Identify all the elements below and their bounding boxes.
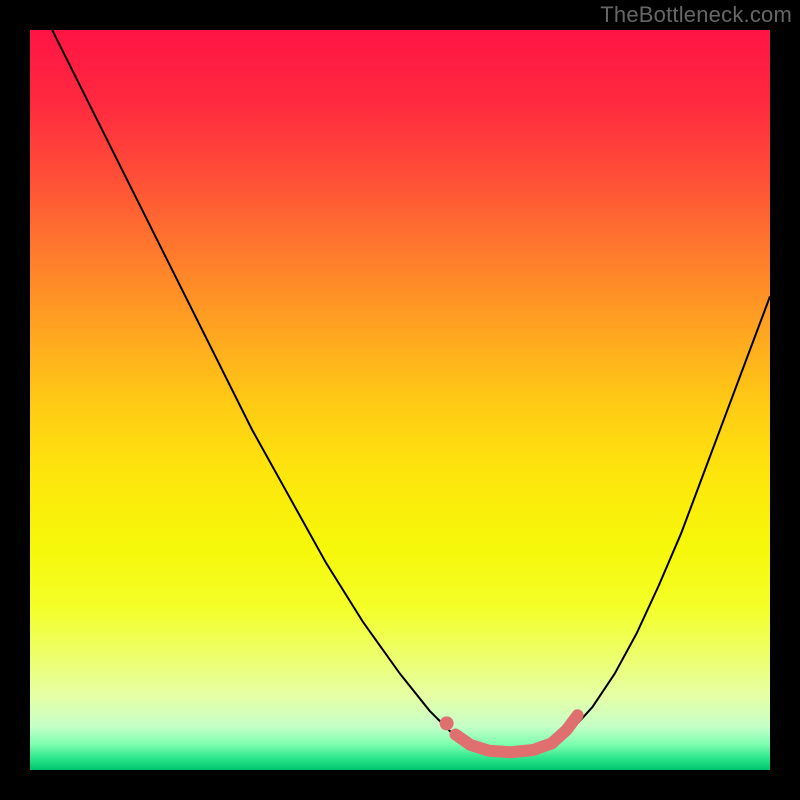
plot-area bbox=[30, 30, 770, 770]
bottleneck-curve-chart bbox=[30, 30, 770, 770]
watermark-text: TheBottleneck.com bbox=[600, 2, 792, 28]
highlight-dot bbox=[440, 716, 454, 730]
chart-background-gradient bbox=[30, 30, 770, 770]
figure-container: TheBottleneck.com bbox=[0, 0, 800, 800]
